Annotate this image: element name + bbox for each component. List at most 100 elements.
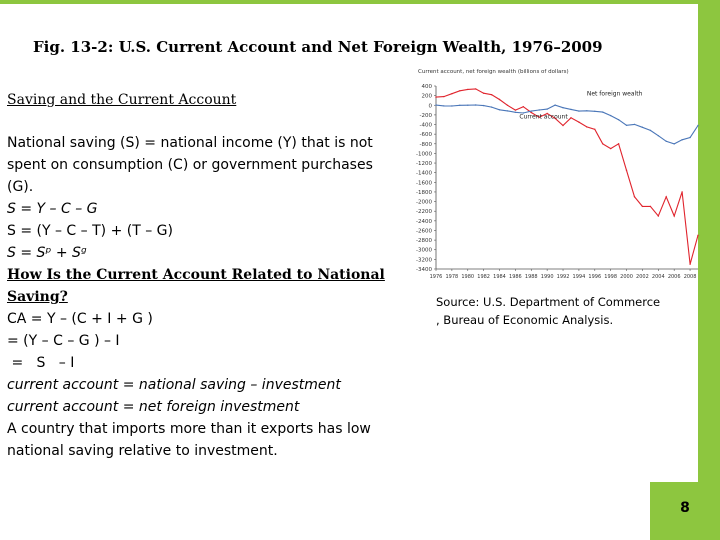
x-tick-label: 2002 [636,274,649,280]
data-point [602,111,604,113]
data-point [459,104,461,106]
data-point [562,107,564,109]
x-tick-label: 2006 [668,274,681,280]
equation-line: S = (Y – C – T) + (T – G) [7,223,173,239]
annotation-current-account: Current account [519,114,568,121]
data-point [586,110,588,112]
data-point [554,117,556,119]
y-tick-label: 400 [422,84,433,90]
y-tick-label: -2600 [416,228,432,234]
data-point [649,205,652,208]
page-number-box [650,482,720,540]
series-line-current-account [435,104,699,145]
data-point [522,106,524,108]
page-number: 8 [680,500,690,516]
data-point [665,140,667,142]
data-point [610,147,612,150]
y-tick-label: -3200 [416,257,432,263]
y-tick-label: -3400 [416,267,432,273]
data-point [633,123,636,126]
x-tick-label: 1982 [477,274,490,280]
source-line: Source: U.S. Department of Commerce [436,295,661,309]
chart-svg: Current account, net foreign wealth (bil… [416,69,699,280]
data-point [681,139,683,141]
slide-title: Fig. 13-2: U.S. Current Account and Net … [33,38,603,56]
x-tick-label: 1980 [461,274,474,280]
data-point [610,114,612,117]
data-point [633,196,636,198]
data-point [649,129,652,132]
x-tick-label: 2004 [652,274,665,280]
y-tick-label: -2400 [416,219,432,225]
data-point [625,169,628,171]
equation-line: current account = net foreign investment [7,399,300,415]
data-point [617,119,620,121]
equation-line: S = Y – C – G [7,201,98,217]
equation-line: current account = national saving – inve… [7,377,341,393]
y-tick-label: -800 [420,142,433,148]
data-point [443,95,445,98]
data-point [490,94,493,96]
y-tick-label: 0 [429,103,433,109]
data-point [467,104,469,106]
source-note: Source: U.S. Department of Commerce , Bu… [436,293,660,329]
body-text: National saving (S) = national income (Y… [7,132,412,462]
data-point [514,111,517,113]
data-point [689,136,691,139]
data-point [689,263,691,265]
x-tick-label: 1976 [430,274,443,280]
data-point [538,109,540,111]
data-point [697,234,699,236]
data-point [562,124,564,127]
chart: Current account, net foreign wealth (bil… [410,66,700,284]
data-point [435,104,437,106]
data-point [554,104,556,106]
section-heading: Saving? [7,289,68,305]
data-point [546,112,548,115]
y-tick-label: -2000 [416,200,432,206]
y-tick-label: -1000 [416,151,432,157]
data-point [697,124,699,127]
x-tick-label: 1992 [557,274,570,280]
data-point [657,215,659,217]
data-point [498,98,501,101]
data-point [475,104,477,106]
data-point [506,104,509,106]
x-tick-label: 1998 [604,274,617,280]
x-tick-label: 1994 [573,274,586,280]
equation-line: = (Y – C – G ) – I [7,333,120,349]
x-tick-label: 1984 [493,274,506,280]
data-point [530,111,532,114]
data-point [594,110,596,112]
equation-line: S = Sᵖ + Sᵍ [7,245,87,261]
y-tick-label: -1200 [416,161,432,167]
y-axis-label: Current account, net foreign wealth (bil… [418,69,569,75]
data-point [530,110,532,112]
body-line: A country that imports more than it expo… [7,421,371,437]
equation-line: CA = Y – (C + I + G ) [7,311,153,327]
y-tick-label: -2200 [416,209,432,215]
y-tick-label: -1600 [416,180,432,186]
data-point [498,109,501,111]
x-tick-label: 1996 [588,274,601,280]
data-point [681,191,683,193]
data-point [522,112,524,114]
body-line: (G). [7,179,34,195]
right-accent-bar [698,0,720,540]
data-point [482,104,485,107]
source-line: , Bureau of Economic Analysis. [436,313,614,327]
data-point [451,105,453,107]
data-point [617,143,620,145]
data-point [641,126,644,128]
equation-line: = S – I [7,355,75,371]
data-point [625,124,628,126]
annotation-net-foreign-wealth: Net foreign wealth [587,91,643,98]
data-point [538,116,540,118]
data-point [570,108,572,111]
data-point [594,128,596,130]
data-point [435,96,437,98]
data-point [602,143,604,145]
data-point [570,117,572,119]
data-point [673,215,675,217]
data-point [467,88,469,91]
